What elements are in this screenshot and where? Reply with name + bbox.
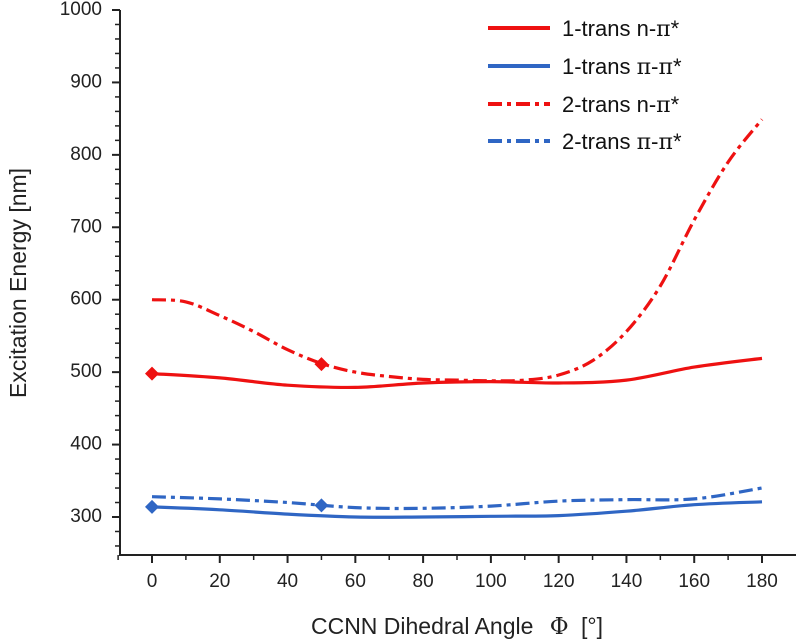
x-tick-label: 0 bbox=[147, 571, 158, 592]
legend-label: 1-trans π-π* bbox=[562, 54, 682, 80]
legend-label-greek: π-π bbox=[637, 55, 673, 80]
x-tick-label: 120 bbox=[543, 571, 575, 592]
series-layer bbox=[151, 118, 764, 519]
x-ticks: 0 20 40 60 80 100 120 140 160 180 bbox=[117, 555, 778, 592]
x-axis-title-text: CCNN Dihedral Angle bbox=[311, 613, 533, 639]
legend-item: 2-trans n-π* bbox=[488, 92, 680, 118]
series-line-3 bbox=[151, 118, 764, 383]
y-tick-label: 900 bbox=[70, 71, 102, 92]
x-tick-label: 40 bbox=[277, 571, 298, 592]
legend-label-suffix: * bbox=[673, 129, 682, 154]
y-tick-label: 400 bbox=[70, 434, 102, 455]
x-tick-label: 180 bbox=[746, 571, 778, 592]
y-tick-label: 700 bbox=[70, 216, 102, 237]
series-line-2 bbox=[151, 500, 763, 519]
x-tick-label: 140 bbox=[611, 571, 643, 592]
x-axis-title-unit: [°] bbox=[581, 613, 603, 639]
legend-label-suffix: * bbox=[673, 54, 682, 79]
legend-label-prefix: 1-trans bbox=[562, 54, 637, 79]
legend-item: 2-trans π-π* bbox=[488, 129, 682, 155]
legend-label-greek: π bbox=[656, 17, 670, 42]
x-tick-label: 100 bbox=[475, 571, 507, 592]
x-tick-label: 160 bbox=[678, 571, 710, 592]
diamond-marker bbox=[145, 366, 159, 381]
y-tick-label: 300 bbox=[70, 506, 102, 527]
x-axis-title-symbol: Φ bbox=[550, 614, 569, 640]
y-ticks: 300 400 500 600 700 800 900 1000 bbox=[60, 0, 120, 547]
y-tick-label: 500 bbox=[70, 361, 102, 382]
y-axis-title: Excitation Energy [nm] bbox=[5, 168, 31, 398]
legend-label: 2-trans n-π* bbox=[562, 92, 680, 118]
legend: 1-trans n-π* 1-trans π-π* 2-trans n-π* 2… bbox=[488, 16, 682, 155]
legend-label-prefix: 2-trans bbox=[562, 129, 637, 154]
diamond-marker bbox=[314, 357, 329, 372]
y-tick-label: 600 bbox=[70, 289, 102, 310]
y-tick-label: 800 bbox=[70, 144, 102, 165]
legend-label-greek: π bbox=[656, 93, 670, 118]
legend-item: 1-trans π-π* bbox=[488, 54, 682, 80]
series-line-4 bbox=[151, 486, 763, 511]
x-axis-title: CCNN Dihedral Angle Φ [°] bbox=[311, 613, 603, 640]
marker-layer bbox=[145, 357, 329, 514]
legend-label-suffix: * bbox=[671, 16, 680, 41]
legend-label: 2-trans π-π* bbox=[562, 129, 682, 155]
series-line-1 bbox=[151, 356, 763, 390]
legend-label-prefix: 2-trans n- bbox=[562, 92, 656, 117]
legend-item: 1-trans n-π* bbox=[488, 16, 680, 42]
legend-label-suffix: * bbox=[671, 92, 680, 117]
diamond-marker bbox=[314, 498, 329, 513]
legend-label-prefix: 1-trans n- bbox=[562, 16, 656, 41]
legend-label-greek: π-π bbox=[637, 130, 673, 155]
diamond-marker bbox=[145, 499, 159, 514]
x-tick-label: 60 bbox=[345, 571, 366, 592]
y-tick-label: 1000 bbox=[60, 0, 102, 20]
x-tick-label: 20 bbox=[209, 571, 230, 592]
x-tick-label: 80 bbox=[413, 571, 434, 592]
legend-label: 1-trans n-π* bbox=[562, 16, 680, 42]
